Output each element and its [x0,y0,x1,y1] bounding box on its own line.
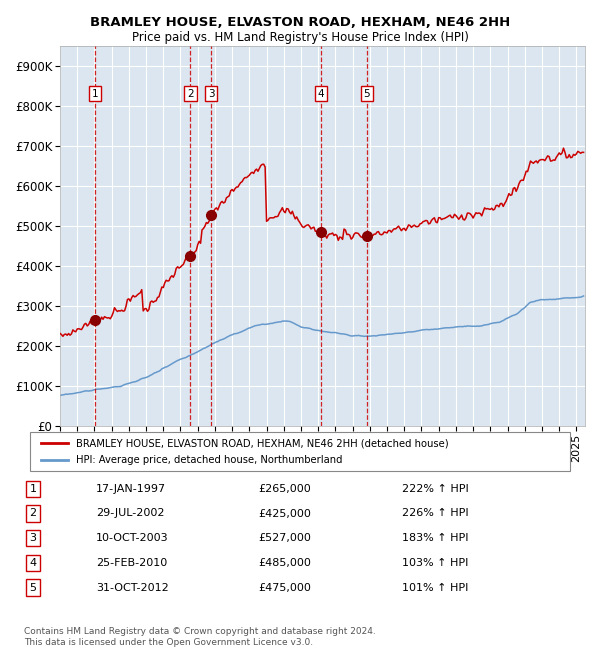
Text: £425,000: £425,000 [258,508,311,519]
Text: 183% ↑ HPI: 183% ↑ HPI [402,533,469,543]
Text: 2: 2 [29,508,37,519]
Text: 1: 1 [29,484,37,494]
Text: 103% ↑ HPI: 103% ↑ HPI [402,558,469,568]
Text: 101% ↑ HPI: 101% ↑ HPI [402,582,469,593]
Text: 29-JUL-2002: 29-JUL-2002 [96,508,164,519]
Text: 5: 5 [29,582,37,593]
Text: Contains HM Land Registry data © Crown copyright and database right 2024.
This d: Contains HM Land Registry data © Crown c… [24,627,376,647]
Text: 5: 5 [364,88,370,99]
Text: 2: 2 [187,88,194,99]
FancyBboxPatch shape [30,432,570,471]
Text: 17-JAN-1997: 17-JAN-1997 [96,484,166,494]
Text: 1: 1 [92,88,98,99]
Text: 10-OCT-2003: 10-OCT-2003 [96,533,169,543]
Text: £527,000: £527,000 [258,533,311,543]
Text: 4: 4 [317,88,324,99]
Text: 3: 3 [208,88,214,99]
Text: £475,000: £475,000 [258,582,311,593]
Text: HPI: Average price, detached house, Northumberland: HPI: Average price, detached house, Nort… [76,456,343,465]
Text: £265,000: £265,000 [258,484,311,494]
Text: 226% ↑ HPI: 226% ↑ HPI [402,508,469,519]
Text: BRAMLEY HOUSE, ELVASTON ROAD, HEXHAM, NE46 2HH: BRAMLEY HOUSE, ELVASTON ROAD, HEXHAM, NE… [90,16,510,29]
Text: 31-OCT-2012: 31-OCT-2012 [96,582,169,593]
Text: 3: 3 [29,533,37,543]
Text: Price paid vs. HM Land Registry's House Price Index (HPI): Price paid vs. HM Land Registry's House … [131,31,469,44]
Text: 25-FEB-2010: 25-FEB-2010 [96,558,167,568]
Text: £485,000: £485,000 [258,558,311,568]
Text: 4: 4 [29,558,37,568]
Text: BRAMLEY HOUSE, ELVASTON ROAD, HEXHAM, NE46 2HH (detached house): BRAMLEY HOUSE, ELVASTON ROAD, HEXHAM, NE… [76,438,449,448]
Text: 222% ↑ HPI: 222% ↑ HPI [402,484,469,494]
